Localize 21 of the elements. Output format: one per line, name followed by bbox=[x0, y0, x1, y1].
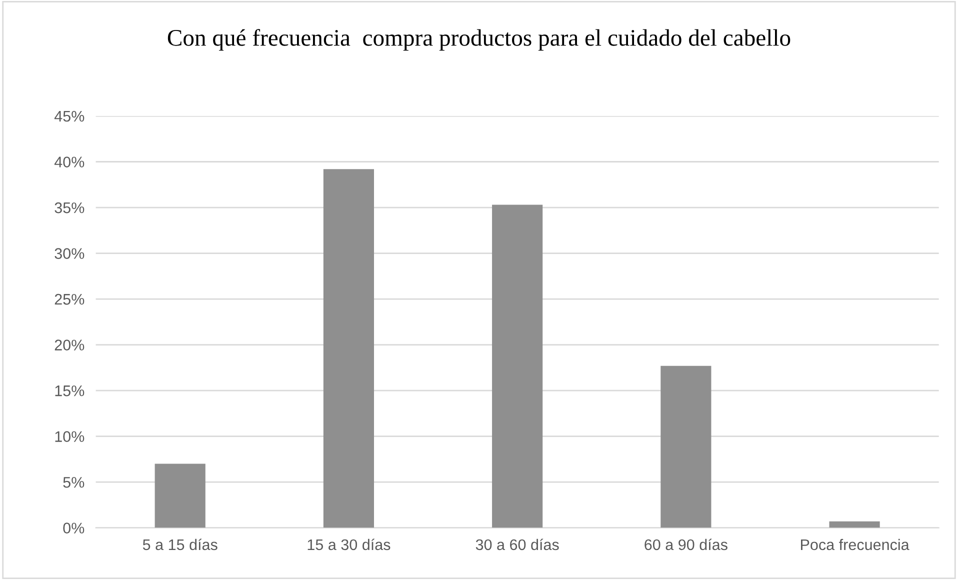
bar bbox=[829, 521, 880, 528]
y-tick-label: 25% bbox=[54, 294, 84, 305]
x-tick-label: 15 a 30 días bbox=[308, 538, 390, 550]
x-tick-label: 30 a 60 días bbox=[476, 538, 559, 550]
x-tick-label: 5 a 15 días bbox=[142, 538, 218, 550]
bar bbox=[323, 169, 374, 528]
y-tick-label: 20% bbox=[54, 340, 84, 350]
y-tick-label: 45% bbox=[54, 110, 84, 122]
y-tick-label: 30% bbox=[54, 248, 84, 259]
y-tick-label: 15% bbox=[55, 385, 84, 396]
y-tick-label: 0% bbox=[63, 522, 84, 534]
bar bbox=[154, 464, 206, 528]
y-tick-label: 35% bbox=[54, 202, 84, 214]
y-tick-label: 10% bbox=[55, 431, 84, 442]
x-tick-label: 60 a 90 días bbox=[644, 538, 728, 550]
x-tick-label: Poca frecuencia bbox=[801, 538, 910, 550]
bar bbox=[492, 204, 543, 528]
y-tick-label: 5% bbox=[63, 476, 84, 488]
chart-title: Con qué frecuencia compra productos para el cuidado del cabello bbox=[168, 29, 790, 51]
y-tick-label: 40% bbox=[54, 156, 84, 168]
bar bbox=[660, 366, 712, 528]
